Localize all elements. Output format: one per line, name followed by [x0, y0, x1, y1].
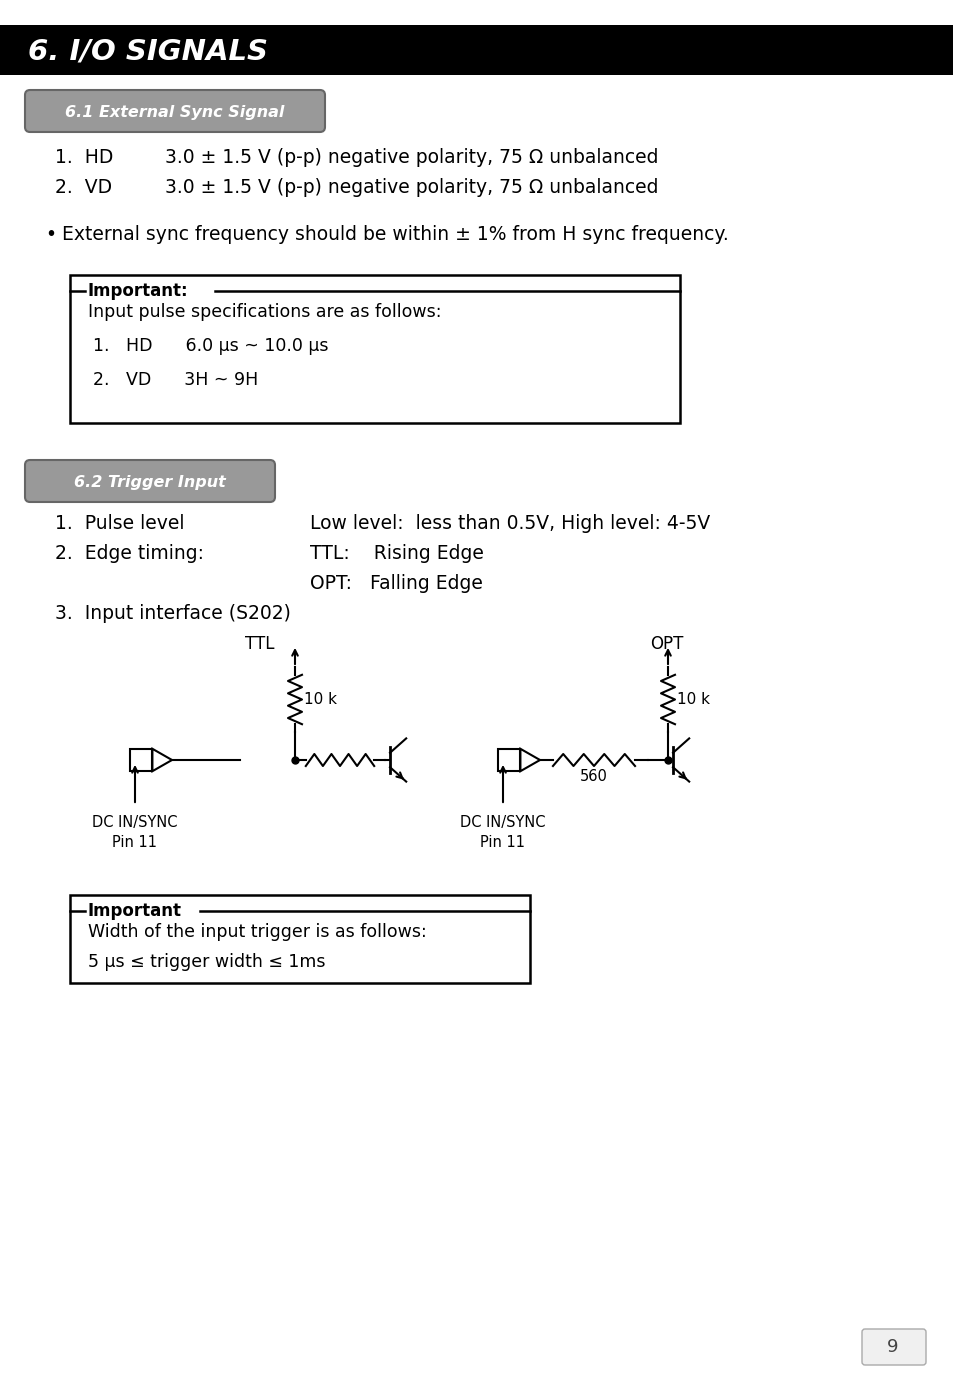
Text: 3.  Input interface (S202): 3. Input interface (S202): [55, 604, 291, 623]
Text: 1.  HD: 1. HD: [55, 148, 113, 167]
FancyBboxPatch shape: [862, 1329, 925, 1365]
Text: OPT:   Falling Edge: OPT: Falling Edge: [310, 574, 482, 593]
Text: Input pulse specifications are as follows:: Input pulse specifications are as follow…: [88, 303, 441, 321]
Text: 5 μs ≤ trigger width ≤ 1ms: 5 μs ≤ trigger width ≤ 1ms: [88, 953, 325, 971]
Text: 560: 560: [579, 769, 607, 785]
Bar: [497, 749, 519, 771]
Text: TTL: TTL: [245, 634, 274, 654]
Text: Important: Important: [88, 902, 182, 920]
Text: OPT: OPT: [649, 634, 682, 654]
Text: 6. I/O SIGNALS: 6. I/O SIGNALS: [28, 37, 268, 65]
Text: 1.   HD      6.0 μs ~ 10.0 μs: 1. HD 6.0 μs ~ 10.0 μs: [92, 336, 328, 354]
Text: External sync frequency should be within ± 1% from H sync frequency.: External sync frequency should be within…: [62, 225, 728, 244]
FancyBboxPatch shape: [25, 90, 325, 132]
Text: 6.2 Trigger Input: 6.2 Trigger Input: [74, 474, 226, 490]
Text: Low level:  less than 0.5V, High level: 4-5V: Low level: less than 0.5V, High level: 4…: [310, 514, 709, 534]
Text: 3.0 ± 1.5 V (p-p) negative polarity, 75 Ω unbalanced: 3.0 ± 1.5 V (p-p) negative polarity, 75 …: [165, 148, 658, 167]
Text: 3.0 ± 1.5 V (p-p) negative polarity, 75 Ω unbalanced: 3.0 ± 1.5 V (p-p) negative polarity, 75 …: [165, 178, 658, 197]
Bar: [0, 25, 953, 74]
Text: •: •: [45, 225, 56, 244]
Text: Pin 11: Pin 11: [112, 836, 157, 849]
Text: 1.  Pulse level: 1. Pulse level: [55, 514, 184, 534]
Text: 9: 9: [886, 1338, 898, 1356]
Text: 2.  VD: 2. VD: [55, 178, 112, 197]
Bar: [70, 274, 679, 423]
Text: 10 k: 10 k: [677, 692, 709, 707]
Text: TTL:    Rising Edge: TTL: Rising Edge: [310, 543, 483, 563]
Text: 6.1 External Sync Signal: 6.1 External Sync Signal: [65, 105, 284, 120]
Text: Pin 11: Pin 11: [480, 836, 525, 849]
Text: Width of the input trigger is as follows:: Width of the input trigger is as follows…: [88, 923, 426, 940]
Text: DC IN/SYNC: DC IN/SYNC: [459, 815, 545, 830]
Bar: [130, 749, 152, 771]
Text: 2.   VD      3H ~ 9H: 2. VD 3H ~ 9H: [92, 371, 258, 389]
Text: DC IN/SYNC: DC IN/SYNC: [92, 815, 177, 830]
Text: Important:: Important:: [88, 281, 189, 301]
Text: 2.  Edge timing:: 2. Edge timing:: [55, 543, 204, 563]
FancyBboxPatch shape: [25, 461, 274, 502]
Text: 10 k: 10 k: [304, 692, 336, 707]
Bar: [70, 895, 530, 983]
